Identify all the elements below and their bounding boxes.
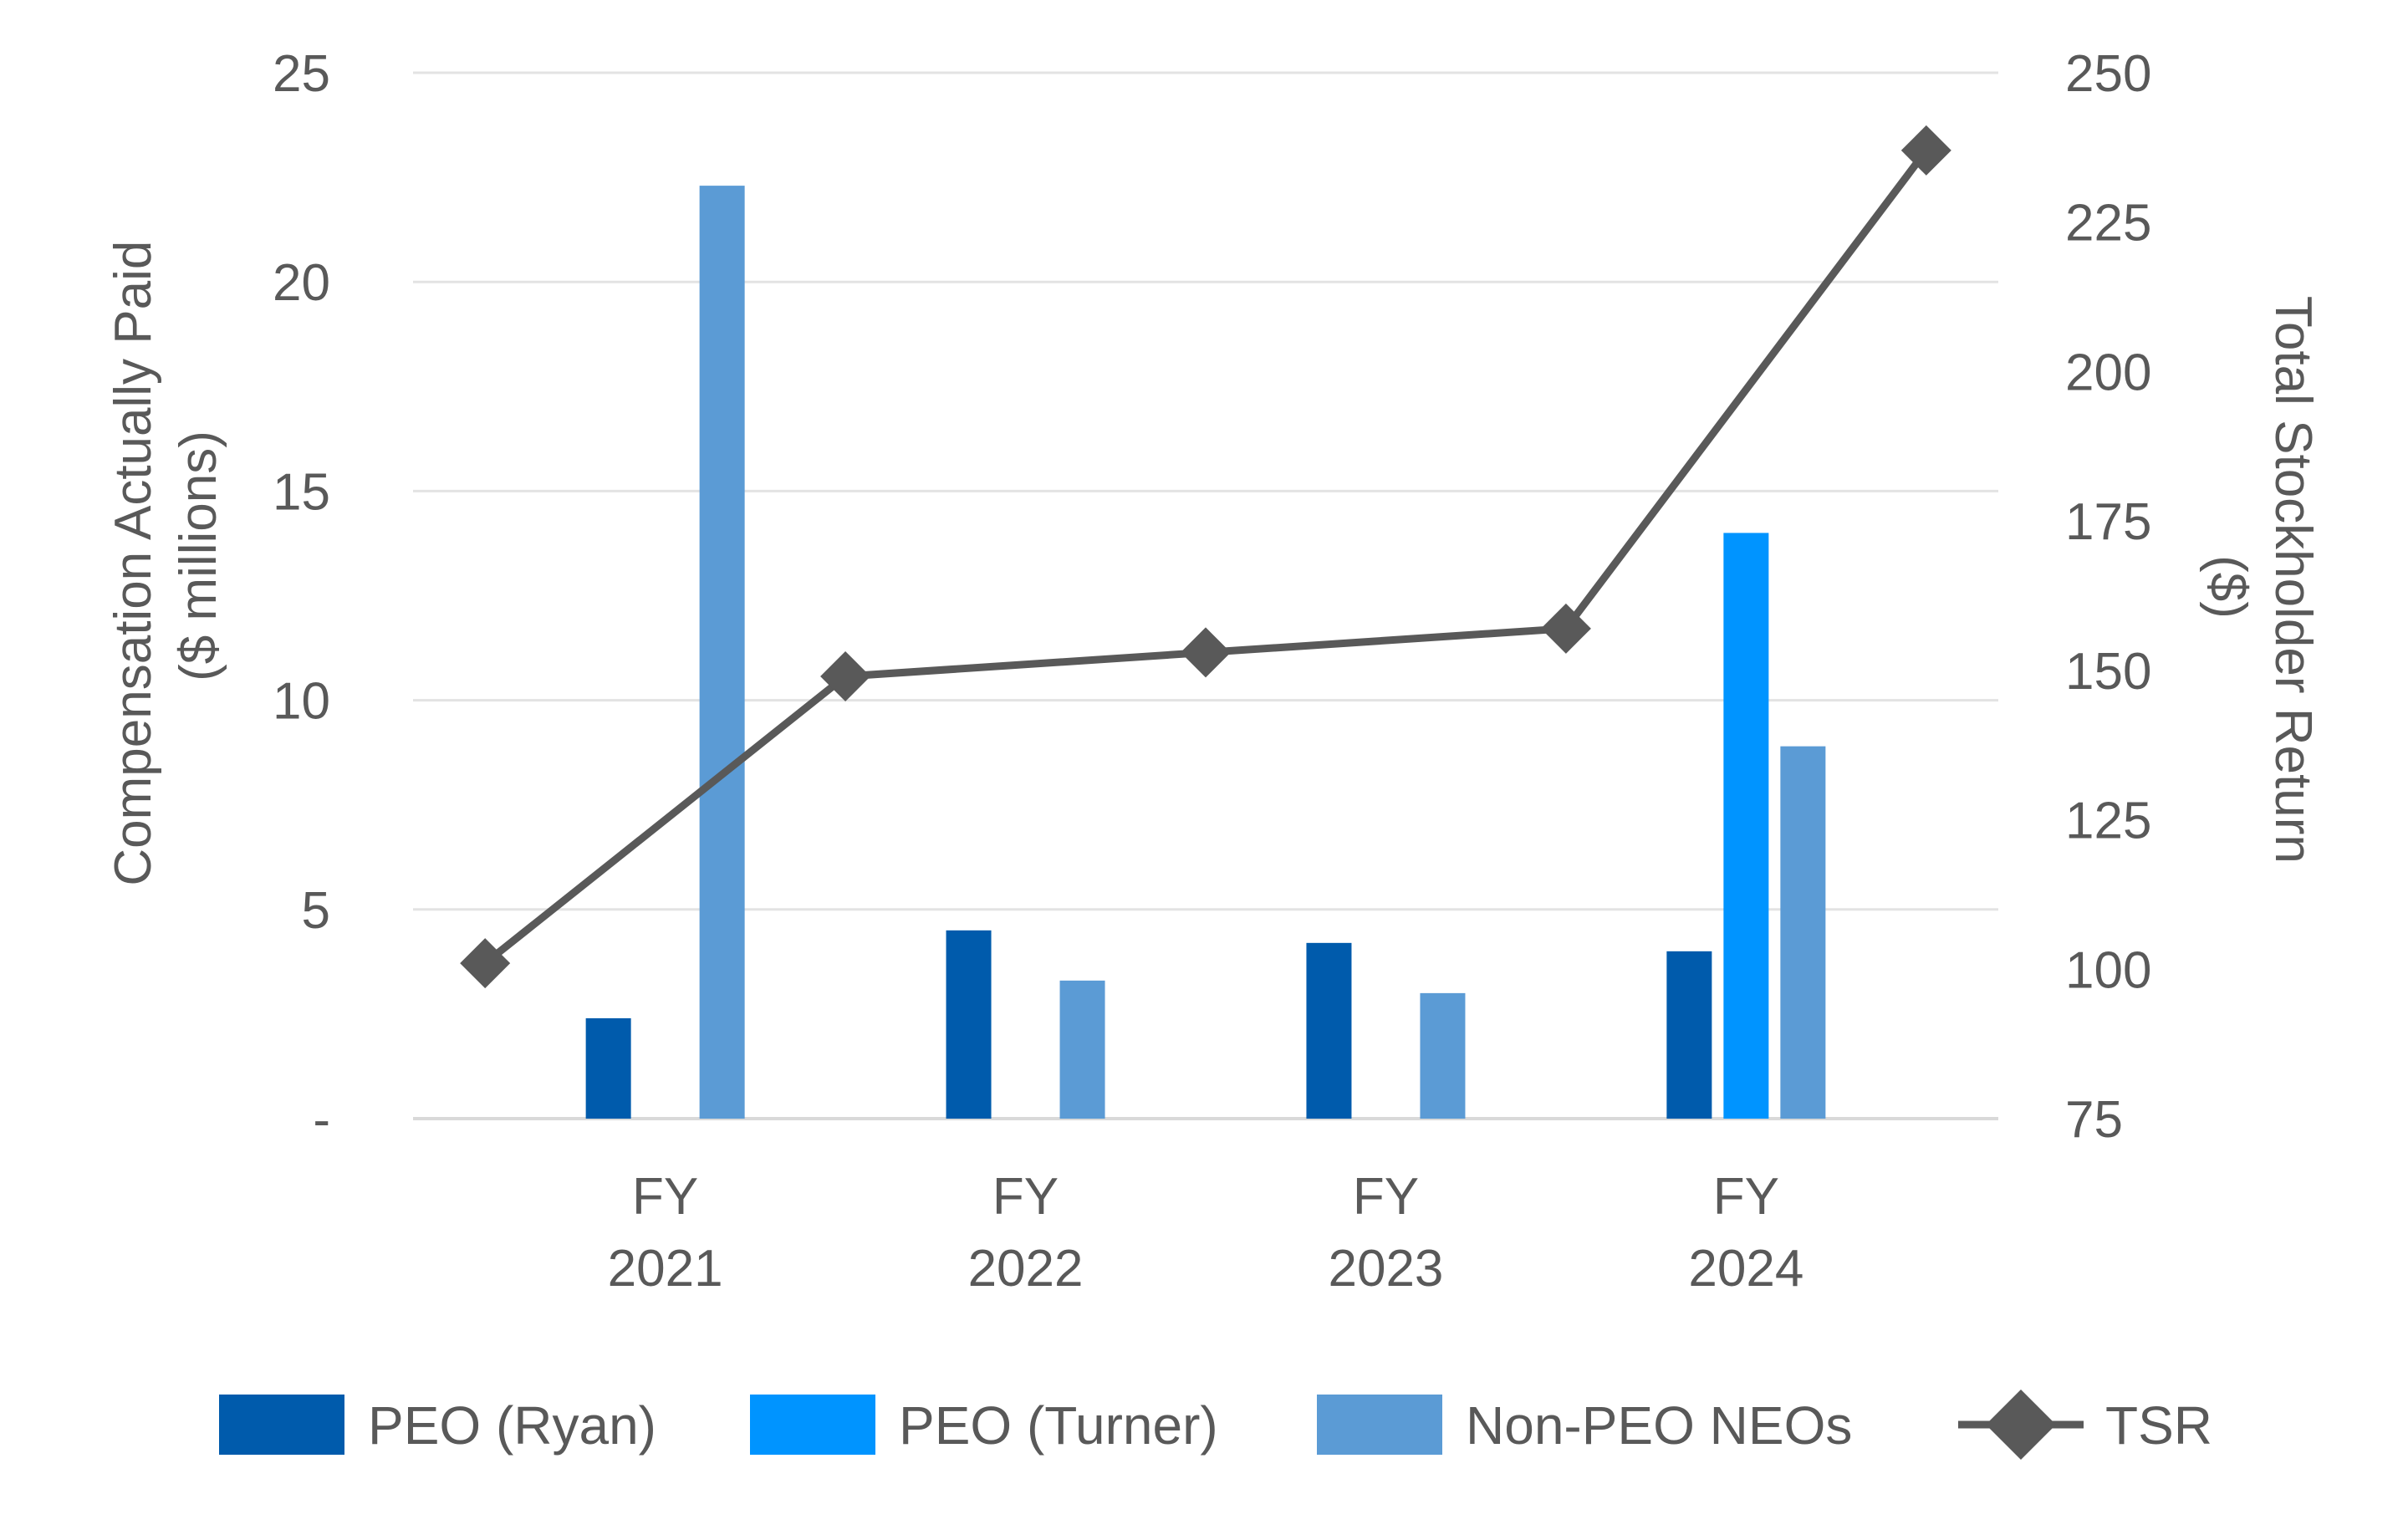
legend-label-peo-turner: PEO (Turner) <box>899 1395 1218 1456</box>
right-tick-label: 250 <box>2065 45 2151 103</box>
legend-label-non-peo-neos: Non-PEO NEOs <box>1466 1395 1852 1456</box>
right-tick-label: 75 <box>2065 1091 2123 1149</box>
tsr-point <box>820 651 871 702</box>
bar-peo-ryan <box>585 1017 631 1119</box>
legend-swatch-peo-ryan <box>219 1395 344 1455</box>
legend-swatch-peo-turner <box>750 1395 875 1455</box>
tsr-point <box>460 938 511 989</box>
left-axis-ticks: - 5 10 15 20 25 <box>273 45 330 1149</box>
left-tick-label: 20 <box>273 254 330 312</box>
right-axis-title-line1: Total Stockholder Return <box>2264 296 2322 864</box>
legend-swatch-tsr-diamond-icon <box>1986 1390 2056 1460</box>
left-tick-label: 5 <box>302 882 330 940</box>
right-tick-label: 175 <box>2065 493 2151 551</box>
tsr-point <box>1181 627 1231 678</box>
right-tick-label: 125 <box>2065 793 2151 850</box>
left-axis-title-line2: ($ millions) <box>170 431 227 681</box>
x-tick-label-line1: FY <box>632 1168 698 1226</box>
left-axis-title-line1: Compensation Actually Paid <box>105 241 162 886</box>
bar-peo-ryan <box>1666 951 1712 1119</box>
left-tick-label: - <box>313 1091 330 1149</box>
bar-peo-turner <box>1723 533 1769 1119</box>
legend-label-tsr: TSR <box>2105 1395 2212 1456</box>
left-tick-label: 25 <box>273 45 330 103</box>
right-tick-label: 200 <box>2065 344 2151 401</box>
right-tick-label: 150 <box>2065 643 2151 701</box>
right-axis-title-line2: ($) <box>2199 555 2257 619</box>
tsr-point <box>1900 125 1951 176</box>
x-axis-labels: FY 2021 FY 2022 FY 2023 FY 2024 <box>608 1168 1804 1298</box>
x-tick-label-line2: 2022 <box>968 1240 1084 1298</box>
right-tick-label: 100 <box>2065 941 2151 999</box>
bar-non-peo-neos <box>1780 746 1826 1119</box>
left-tick-label: 10 <box>273 673 330 731</box>
tsr-point <box>1540 603 1591 654</box>
bar-peo-ryan <box>1306 942 1352 1119</box>
x-tick-label-line2: 2024 <box>1688 1240 1803 1298</box>
legend: PEO (Ryan) PEO (Turner) Non-PEO NEOs TSR <box>219 1390 2212 1460</box>
x-tick-label-line2: 2023 <box>1328 1240 1443 1298</box>
bar-peo-ryan <box>946 930 992 1119</box>
bar-non-peo-neos <box>1059 980 1105 1119</box>
left-tick-label: 15 <box>273 463 330 521</box>
x-tick-label-line1: FY <box>992 1168 1059 1226</box>
bar-non-peo-neos <box>1420 992 1466 1119</box>
bar-series <box>585 186 1826 1119</box>
legend-swatch-non-peo-neos <box>1317 1395 1442 1455</box>
right-axis-title: Total Stockholder Return ($) <box>2199 296 2322 878</box>
bar-non-peo-neos <box>699 186 745 1119</box>
legend-label-peo-ryan: PEO (Ryan) <box>368 1395 656 1456</box>
tsr-line-series <box>460 125 1951 989</box>
x-tick-label-line2: 2021 <box>608 1240 723 1298</box>
right-axis-ticks: 75 100 125 150 175 200 225 250 <box>2065 45 2151 1149</box>
right-tick-label: 225 <box>2065 195 2151 252</box>
x-tick-label-line1: FY <box>1713 1168 1779 1226</box>
left-axis-title: Compensation Actually Paid ($ millions) <box>105 226 227 885</box>
x-tick-label-line1: FY <box>1353 1168 1419 1226</box>
